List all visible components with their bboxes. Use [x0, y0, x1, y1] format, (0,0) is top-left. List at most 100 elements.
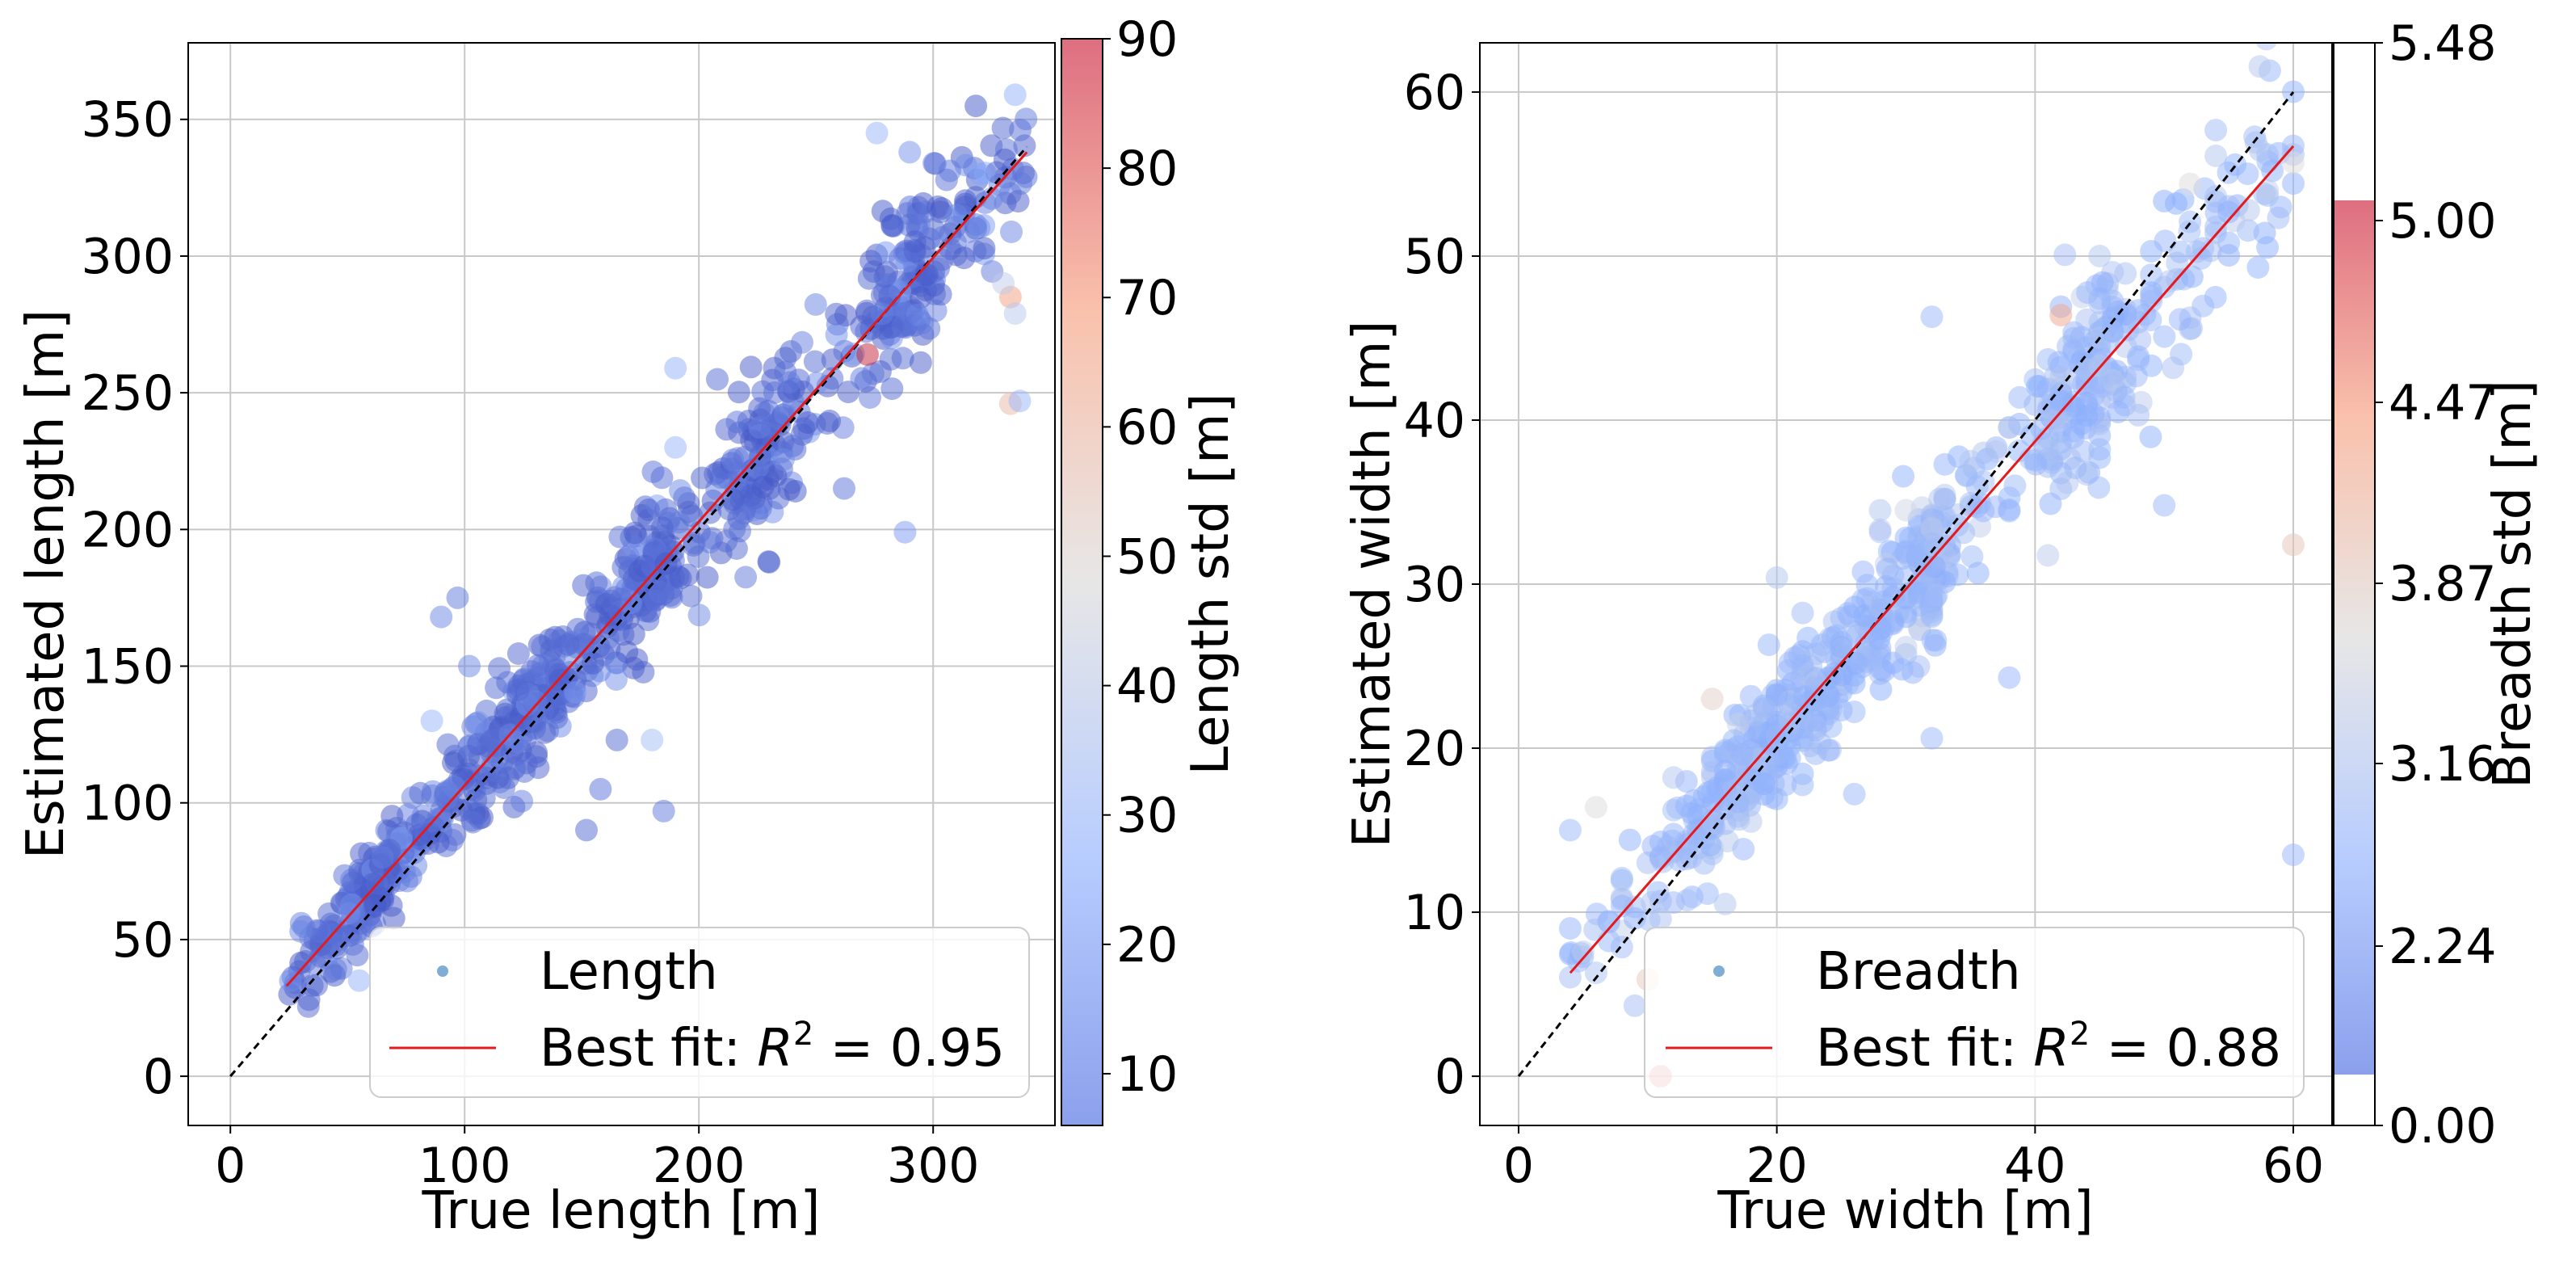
- breadth-point-706: [2112, 385, 2136, 409]
- breadth-point-746: [1928, 487, 1952, 511]
- length-point-780: [993, 148, 1016, 171]
- breadth-point-413: [1610, 866, 1633, 890]
- length-point-772: [825, 323, 848, 347]
- breadth-point-772: [1765, 566, 1788, 589]
- length-fit-line: [285, 151, 1028, 987]
- breadth-point-336: [1868, 520, 1892, 544]
- length-xtick-label-3: 300: [887, 1138, 980, 1194]
- length-point-815: [650, 516, 674, 540]
- length-point-230: [964, 95, 988, 118]
- breadth-ytick-label-2: 20: [1404, 721, 1465, 777]
- length-point-833: [1003, 83, 1027, 107]
- length-point-844: [969, 162, 992, 186]
- length-point-699: [784, 480, 807, 503]
- breadth-point-748: [2101, 320, 2124, 343]
- length-point-645: [873, 265, 897, 288]
- breadth-point-751: [1894, 636, 1918, 658]
- breadth-point-652: [1894, 586, 1918, 609]
- breadth-point-710: [1894, 605, 1918, 629]
- length-xtick-label-0: 0: [215, 1138, 246, 1194]
- length-point-798: [669, 479, 691, 503]
- length-point-818: [952, 246, 976, 270]
- length-point-814: [371, 846, 394, 869]
- length-point-793: [1010, 172, 1032, 196]
- breadth-point-416: [2169, 240, 2191, 263]
- breadth-point-774: [1623, 994, 1646, 1017]
- breadth-point-557: [1757, 633, 1780, 657]
- breadth-point-738: [2053, 243, 2077, 267]
- length-point-316: [909, 351, 932, 374]
- breadth-point-681: [2024, 452, 2048, 476]
- length-xtick-label-1: 100: [418, 1138, 511, 1194]
- length-point-706: [660, 586, 683, 609]
- breadth-point-558: [1881, 651, 1905, 675]
- length-point-846: [308, 919, 331, 943]
- length-point-840: [833, 477, 855, 500]
- breadth-point-576: [2036, 436, 2060, 460]
- length-cbar-tick-label-1: 20: [1116, 917, 1178, 974]
- length-point-789: [485, 676, 508, 700]
- breadth-point-778: [2179, 172, 2202, 196]
- breadth-point-539: [1902, 661, 1924, 684]
- length-point-774: [599, 589, 622, 612]
- length-point-542: [734, 566, 758, 589]
- breadth-point-678: [1778, 747, 1801, 770]
- length-point-830: [664, 356, 687, 380]
- length-point-670: [442, 751, 464, 775]
- breadth-point-707: [1753, 697, 1776, 721]
- length-point-773: [585, 571, 608, 595]
- length-point-665: [938, 159, 961, 183]
- breadth-ytick-label-5: 50: [1404, 229, 1465, 285]
- breadth-cbar-tick-label-5: 5.00: [2389, 193, 2497, 250]
- length-point-278: [804, 292, 827, 316]
- breadth-point-484: [2158, 270, 2181, 293]
- length-ytick-label-0: 0: [143, 1049, 174, 1105]
- breadth-point-565: [1716, 830, 1739, 853]
- breadth-point-651: [2023, 393, 2047, 416]
- length-chart: 0 100 200 300 0 50 100 150 200 250 300 350 True len…: [16, 11, 1241, 1241]
- breadth-point-191: [1791, 773, 1814, 797]
- breadth-point-726: [1809, 732, 1832, 755]
- length-ytick-label-5: 250: [81, 365, 174, 422]
- length-point-370: [991, 116, 1015, 140]
- breadth-point-737: [1813, 640, 1836, 663]
- length-point-696: [751, 380, 775, 403]
- length-point-708: [467, 711, 490, 734]
- length-point-829: [893, 520, 917, 544]
- breadth-point-638: [2204, 119, 2228, 142]
- breadth-point-656: [1933, 452, 1956, 476]
- breadth-point-734: [1662, 766, 1685, 789]
- length-point-662: [457, 735, 481, 759]
- length-point-675: [572, 633, 595, 656]
- breadth-point-768: [1843, 782, 1866, 806]
- length-point-810: [687, 545, 710, 568]
- breadth-point-631: [2036, 544, 2060, 567]
- breadth-point-754: [2153, 189, 2176, 212]
- length-point-422: [968, 217, 991, 239]
- length-cbar-tick-label-2: 30: [1116, 788, 1178, 844]
- length-point-764: [548, 629, 571, 652]
- length-point-796: [333, 864, 356, 887]
- breadth-point-721: [2064, 456, 2087, 480]
- breadth-fit-line: [1569, 145, 2295, 974]
- length-point-800: [346, 944, 369, 967]
- breadth-point-458: [1662, 891, 1685, 915]
- breadth-point-711: [1641, 835, 1665, 858]
- breadth-point-759: [1830, 636, 1853, 659]
- breadth-point-320: [1921, 629, 1944, 652]
- breadth-point-312: [2204, 215, 2228, 238]
- breadth-point-782: [1959, 449, 1982, 473]
- length-point-512: [637, 498, 660, 521]
- length-legend-entry-0: Length: [540, 942, 718, 1002]
- breadth-point-775: [1558, 818, 1582, 842]
- breadth-x-label: True width [m]: [1717, 1181, 2093, 1241]
- length-point-803: [771, 448, 795, 471]
- length-point-722: [728, 461, 751, 484]
- length-point-823: [458, 654, 481, 678]
- length-point-487: [382, 907, 406, 930]
- length-points: [278, 83, 1038, 1018]
- breadth-point-630: [2026, 375, 2049, 398]
- breadth-point-779: [2127, 403, 2150, 427]
- length-point-674: [816, 412, 839, 435]
- length-point-839: [856, 343, 879, 366]
